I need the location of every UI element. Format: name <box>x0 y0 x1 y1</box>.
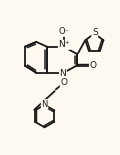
Text: S: S <box>92 28 98 37</box>
Text: O⁻: O⁻ <box>58 27 69 36</box>
Text: O: O <box>60 78 67 87</box>
Text: N: N <box>41 100 48 109</box>
Text: O: O <box>90 61 96 70</box>
Text: N: N <box>60 69 66 78</box>
Text: N⁺: N⁺ <box>58 40 70 49</box>
